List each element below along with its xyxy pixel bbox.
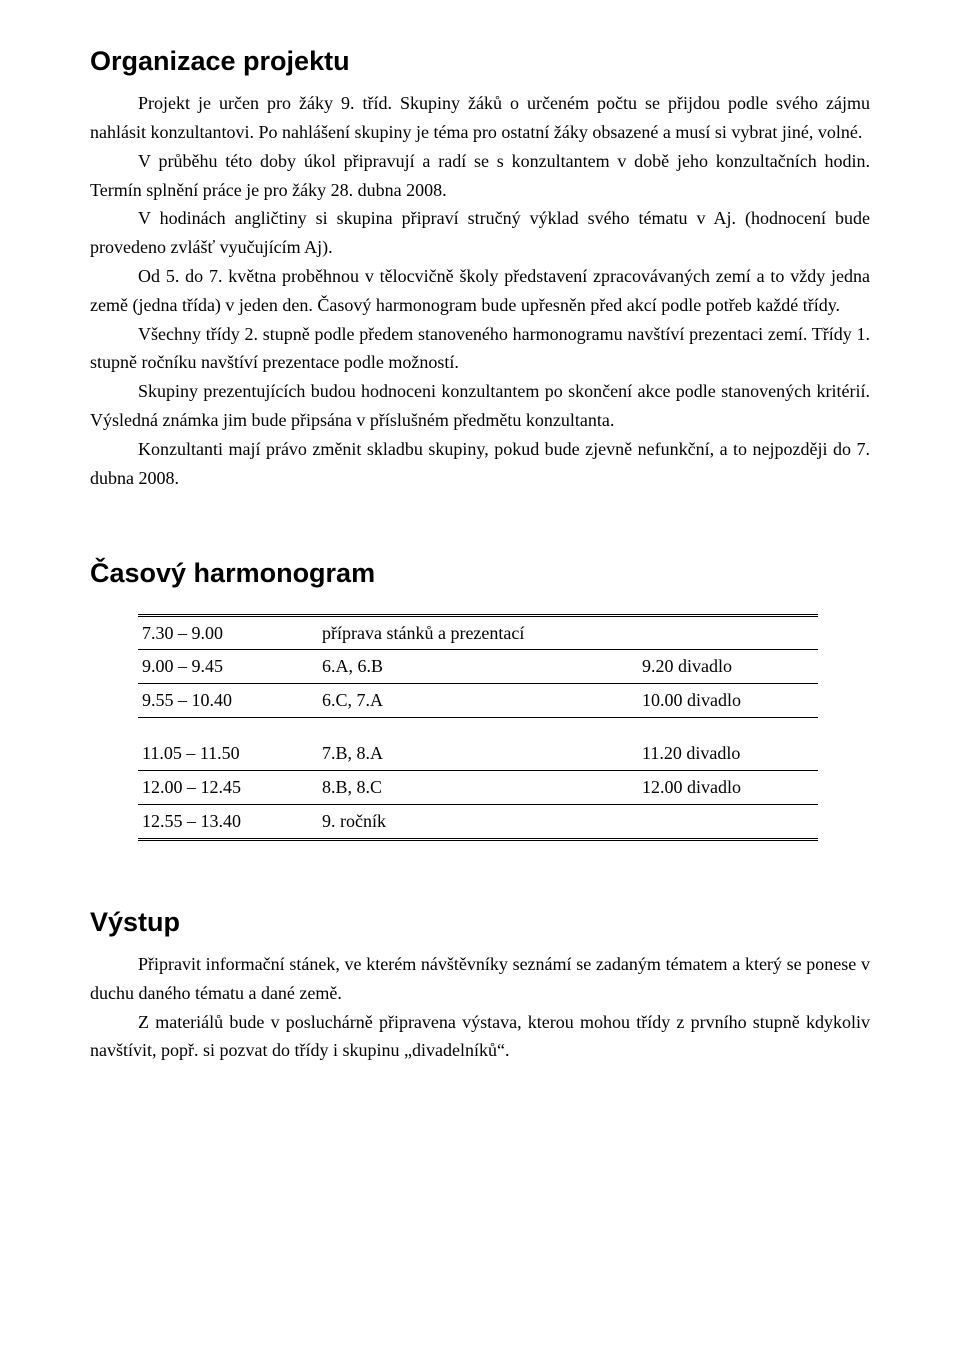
section1-para-5: Skupiny prezentujících budou hodnoceni k… [90,377,870,435]
section1-para-6: Konzultanti mají právo změnit skladbu sk… [90,435,870,493]
cell-note: 9.20 divadlo [638,650,818,684]
table-row: 7.30 – 9.00 příprava stánků a prezentací [138,615,818,650]
table-row: 11.05 – 11.50 7.B, 8.A 11.20 divadlo [138,737,818,770]
cell-time: 9.55 – 10.40 [138,684,318,718]
schedule-table: 7.30 – 9.00 příprava stánků a prezentací… [138,614,818,841]
schedule-table-wrapper: 7.30 – 9.00 příprava stánků a prezentací… [138,614,818,841]
section1-para-2: V hodinách angličtiny si skupina připrav… [90,204,870,262]
section3-heading: Výstup [90,901,870,944]
table-row: 12.00 – 12.45 8.B, 8.C 12.00 divadlo [138,771,818,805]
section2-heading: Časový harmonogram [90,552,870,595]
section1-para-4: Všechny třídy 2. stupně podle předem sta… [90,320,870,378]
section1-para-1: V průběhu této doby úkol připravují a ra… [90,147,870,205]
section1-para-3: Od 5. do 7. května proběhnou v tělocvičn… [90,262,870,320]
table-row: 9.55 – 10.40 6.C, 7.A 10.00 divadlo [138,684,818,718]
cell-note: 11.20 divadlo [638,737,818,770]
cell-time: 12.00 – 12.45 [138,771,318,805]
cell-time: 9.00 – 9.45 [138,650,318,684]
cell-activity: 6.C, 7.A [318,684,638,718]
section3-para-1: Z materiálů bude v posluchárně připraven… [90,1008,870,1066]
table-row: 12.55 – 13.40 9. ročník [138,805,818,840]
cell-time: 7.30 – 9.00 [138,615,318,650]
table-gap-row [138,717,818,737]
cell-note: 12.00 divadlo [638,771,818,805]
cell-note [638,615,818,650]
cell-activity: 7.B, 8.A [318,737,638,770]
cell-note [638,805,818,840]
cell-activity: příprava stánků a prezentací [318,615,638,650]
cell-note: 10.00 divadlo [638,684,818,718]
table-row: 9.00 – 9.45 6.A, 6.B 9.20 divadlo [138,650,818,684]
cell-activity: 6.A, 6.B [318,650,638,684]
section1-heading: Organizace projektu [90,40,870,83]
cell-time: 11.05 – 11.50 [138,737,318,770]
cell-activity: 9. ročník [318,805,638,840]
cell-time: 12.55 – 13.40 [138,805,318,840]
cell-activity: 8.B, 8.C [318,771,638,805]
section1-para-0: Projekt je určen pro žáky 9. tříd. Skupi… [90,89,870,147]
section3-para-0: Připravit informační stánek, ve kterém n… [90,950,870,1008]
